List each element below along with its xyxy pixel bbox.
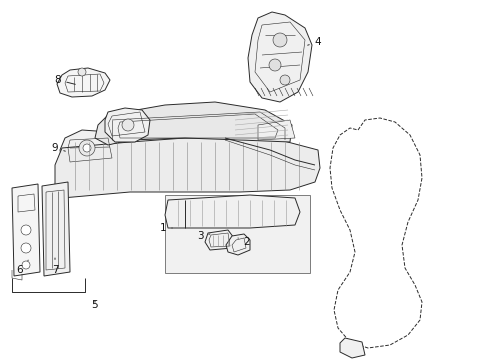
Circle shape <box>78 68 86 76</box>
Polygon shape <box>60 130 118 172</box>
Circle shape <box>21 243 31 253</box>
Text: 8: 8 <box>55 75 75 85</box>
Polygon shape <box>12 184 40 276</box>
Polygon shape <box>225 234 249 255</box>
Text: 2: 2 <box>238 237 250 247</box>
Text: 5: 5 <box>92 300 98 310</box>
Text: 9: 9 <box>52 143 65 153</box>
Polygon shape <box>42 182 70 276</box>
FancyBboxPatch shape <box>164 195 309 273</box>
Circle shape <box>21 225 31 235</box>
Polygon shape <box>95 102 291 145</box>
Polygon shape <box>55 138 319 198</box>
Circle shape <box>268 59 281 71</box>
Circle shape <box>122 119 134 131</box>
Polygon shape <box>329 118 421 348</box>
Polygon shape <box>57 68 110 97</box>
Text: 4: 4 <box>307 37 321 47</box>
Text: 3: 3 <box>196 231 209 241</box>
Text: 1: 1 <box>160 223 172 233</box>
Text: 7: 7 <box>52 258 58 275</box>
Polygon shape <box>164 195 299 228</box>
Circle shape <box>79 140 95 156</box>
Text: 6: 6 <box>17 260 28 275</box>
Polygon shape <box>258 120 294 140</box>
Circle shape <box>22 261 30 269</box>
Circle shape <box>83 144 91 152</box>
Polygon shape <box>339 338 364 358</box>
Polygon shape <box>204 230 234 250</box>
Polygon shape <box>105 108 150 142</box>
Polygon shape <box>247 12 311 102</box>
Circle shape <box>280 75 289 85</box>
Circle shape <box>272 33 286 47</box>
